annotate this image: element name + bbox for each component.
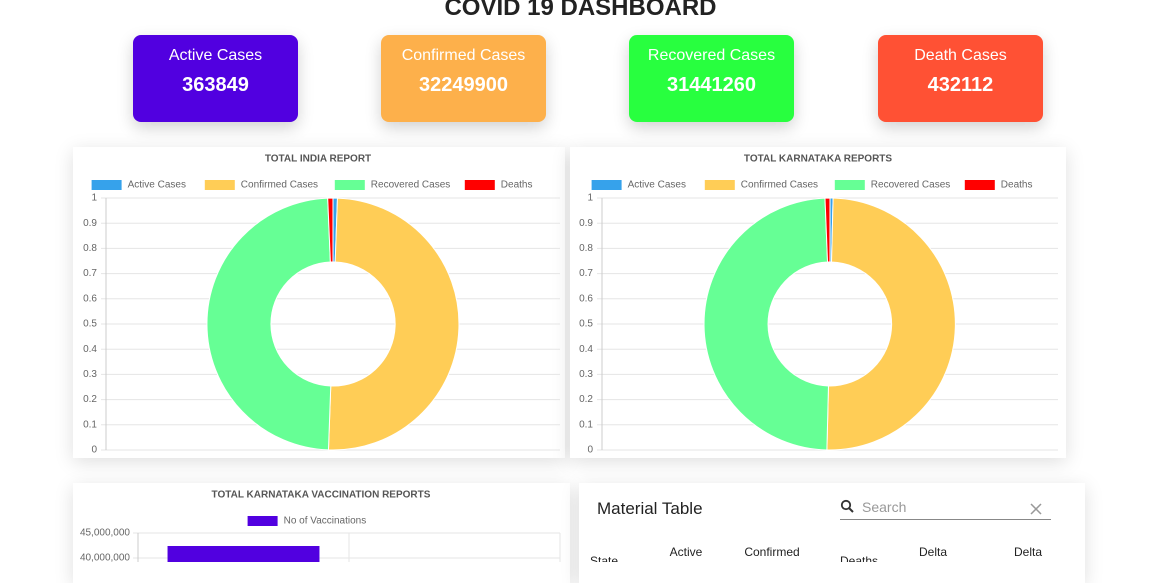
stat-card: Active Cases 363849 [133, 35, 298, 122]
legend-swatch [834, 180, 865, 190]
y-tick-label: 0.8 [579, 243, 593, 254]
legend-label: Active Cases [128, 180, 186, 191]
card-value: 31441260 [667, 74, 756, 96]
y-tick-label: 0.6 [83, 293, 97, 304]
column-header: Active [670, 545, 703, 559]
y-tick-label: 0.3 [579, 369, 593, 380]
stat-card: Death Cases 432112 [878, 35, 1043, 122]
legend-label: Confirmed Cases [241, 180, 318, 191]
y-tick-label: 0.4 [83, 344, 97, 355]
legend-label: Recovered Cases [871, 180, 950, 191]
y-tick-label: 0.1 [83, 419, 97, 430]
y-tick-label: 0.6 [579, 293, 593, 304]
legend-label: Recovered Cases [371, 180, 450, 191]
y-tick-label: 0 [587, 445, 593, 456]
card-label: Confirmed Cases [401, 47, 526, 64]
y-tick-label: 0.9 [579, 218, 593, 229]
stat-card: Confirmed Cases 32249900 [381, 35, 546, 122]
legend-label: Deaths [501, 180, 533, 191]
y-tick-label: 0.8 [83, 243, 97, 254]
y-tick-label: 0.5 [83, 319, 97, 330]
y-tick-label: 0.2 [579, 394, 593, 405]
card-value: 32249900 [419, 74, 508, 96]
doughnut-slice [327, 197, 334, 263]
y-tick-label: 1 [587, 193, 593, 204]
y-tick-label: 0.4 [579, 344, 593, 355]
legend-swatch [704, 180, 735, 190]
legend-label: Active Cases [628, 180, 686, 191]
legend-swatch [204, 180, 235, 190]
doughnut-slice [703, 197, 829, 451]
legend-swatch [464, 180, 495, 190]
y-tick-label: 40,000,000 [80, 553, 130, 562]
y-tick-label: 45,000,000 [80, 528, 130, 539]
card-label: Recovered Cases [647, 47, 776, 64]
dashboard-title: COVID 19 DASHBOARD [444, 0, 717, 21]
search-placeholder: Search [862, 499, 907, 515]
card-label: Active Cases [168, 47, 263, 64]
doughnut-slice [826, 197, 956, 451]
legend-label: Confirmed Cases [741, 180, 818, 191]
y-tick-label: 0.5 [579, 319, 593, 330]
legend-label: No of Vaccinations [284, 516, 367, 527]
legend-label: Deaths [1001, 180, 1033, 191]
column-header: Delta [919, 545, 947, 559]
column-header: State [590, 554, 618, 562]
card-value: 432112 [927, 74, 994, 96]
table-title: Material Table [597, 499, 703, 518]
y-tick-label: 1 [91, 193, 97, 204]
search-field[interactable]: Search [840, 495, 1051, 520]
y-tick-label: 0.1 [579, 419, 593, 430]
charts: State Active Confirmed Deaths Delta Delta TOTA… [80, 154, 1058, 562]
doughnut-slice [327, 197, 460, 451]
legend-swatch [591, 180, 622, 190]
y-tick-label: 0.7 [83, 268, 97, 279]
chart-title: TOTAL KARNATAKA VACCINATION REPORTS [212, 490, 431, 501]
legend-swatch [334, 180, 365, 190]
doughnut-slice [824, 197, 831, 263]
card-label: Death Cases [914, 47, 1007, 64]
chart-title: TOTAL KARNATAKA REPORTS [744, 154, 892, 165]
page: COVID 19 DASHBOARD Active Cases 363849 Con… [79, 0, 1058, 562]
card-value: 363849 [182, 74, 249, 96]
legend-swatch [964, 180, 995, 190]
legend-swatch [91, 180, 122, 190]
column-header: Deaths [840, 554, 878, 562]
column-header: Delta [1014, 545, 1042, 559]
bar [167, 546, 320, 562]
column-header: Confirmed [744, 545, 799, 559]
y-tick-label: 0.2 [83, 394, 97, 405]
search-icon [840, 499, 854, 513]
clear-button[interactable] [1030, 503, 1042, 515]
y-tick-label: 0 [91, 445, 97, 456]
chart-title: TOTAL INDIA REPORT [265, 154, 371, 165]
legend-swatch [247, 516, 278, 526]
doughnut-slice [206, 197, 332, 451]
y-tick-label: 0.3 [83, 369, 97, 380]
y-tick-label: 0.7 [579, 268, 593, 279]
stat-card: Recovered Cases 31441260 [629, 35, 794, 122]
y-tick-label: 0.9 [83, 218, 97, 229]
